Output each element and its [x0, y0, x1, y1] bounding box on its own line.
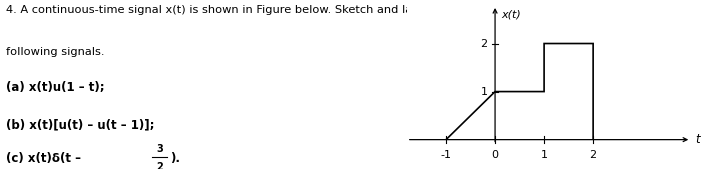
Text: -1: -1 — [441, 150, 451, 160]
Text: 2: 2 — [480, 39, 487, 49]
Text: ).: ). — [170, 152, 180, 165]
Text: 2: 2 — [590, 150, 597, 160]
Text: 3: 3 — [156, 144, 163, 154]
Text: following signals.: following signals. — [6, 47, 104, 57]
Text: 4. A continuous-time signal x(t) is shown in Figure below. Sketch and label each: 4. A continuous-time signal x(t) is show… — [6, 5, 498, 15]
Text: t: t — [695, 133, 700, 146]
Text: (c) x(t)δ(t –: (c) x(t)δ(t – — [6, 152, 85, 165]
Text: x(t): x(t) — [501, 9, 521, 19]
Text: 2: 2 — [156, 162, 163, 169]
Text: 1: 1 — [541, 150, 548, 160]
Text: 1: 1 — [481, 87, 487, 96]
Text: 0: 0 — [492, 150, 498, 160]
Text: (b) x(t)[u(t) – u(t – 1)];: (b) x(t)[u(t) – u(t – 1)]; — [6, 118, 155, 131]
Text: (a) x(t)u(1 – t);: (a) x(t)u(1 – t); — [6, 81, 104, 94]
